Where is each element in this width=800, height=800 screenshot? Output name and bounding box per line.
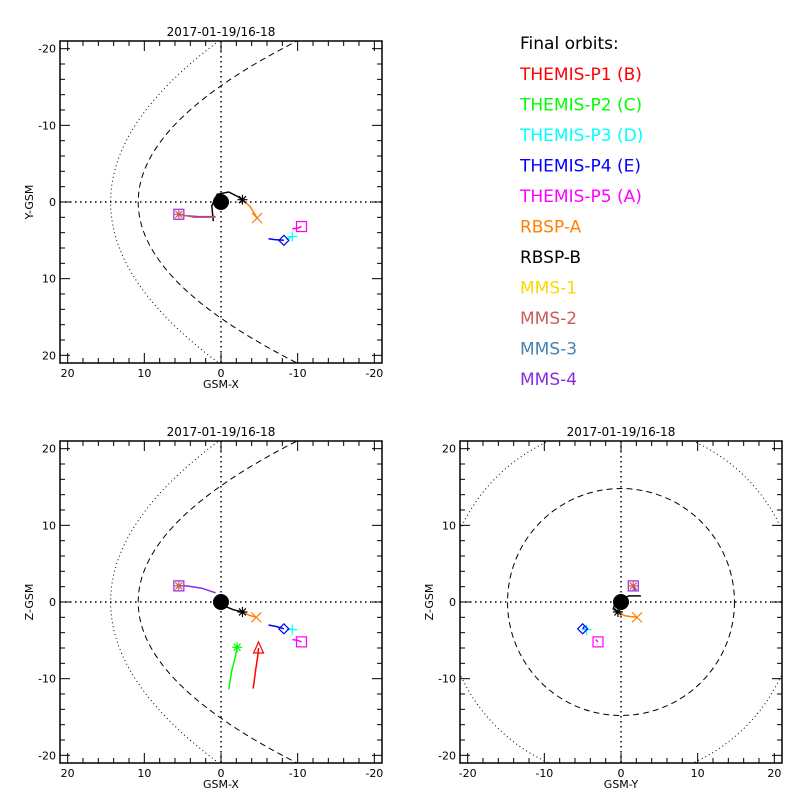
orbit-track-themis-p2-c- <box>227 647 238 690</box>
magnetopause-boundary <box>137 441 299 763</box>
marker-themis-p3-d <box>287 231 298 242</box>
y-tick-label: -10 <box>38 119 56 132</box>
marker-mms-2 <box>628 580 639 591</box>
marker-themis-p2-c <box>232 642 243 653</box>
legend-title: Final orbits: <box>520 34 619 54</box>
x-tick-label: 20 <box>767 767 781 780</box>
panel-xy: 2017-01-19/16-18 GSM-X Y-GSM 20 10 0 -10 -20… <box>23 25 383 391</box>
x-tick-label: -10 <box>289 367 307 380</box>
x-tick-label: -20 <box>459 767 477 780</box>
orbit-track-themis-p5-a- <box>595 639 599 643</box>
x-tick-label: -10 <box>289 767 307 780</box>
y-tick-label: 20 <box>42 443 56 456</box>
legend-item: MMS-4 <box>520 370 577 390</box>
y-axis-label: Z-GSM <box>423 584 436 621</box>
y-tick-label: 0 <box>449 596 456 609</box>
x-tick-label: 10 <box>137 767 151 780</box>
marker-rbsp-a <box>631 611 643 623</box>
marker-themis-p5-a <box>592 636 604 648</box>
legend-item: THEMIS-P2 (C) <box>519 96 642 116</box>
x-tick-label: 10 <box>137 367 151 380</box>
marker-mms-2 <box>173 209 184 220</box>
x-tick-label: 0 <box>218 367 225 380</box>
panel-title: 2017-01-19/16-18 <box>567 425 676 439</box>
y-tick-label: 20 <box>42 349 56 362</box>
legend-item: THEMIS-P1 (B) <box>519 65 642 85</box>
x-tick-label: -10 <box>535 767 553 780</box>
marker-themis-p4-e <box>278 234 290 247</box>
y-tick-label: 10 <box>442 519 456 532</box>
y-tick-label: 10 <box>42 519 56 532</box>
legend-item: MMS-3 <box>520 340 577 360</box>
x-tick-label: 0 <box>218 767 225 780</box>
legend-item: THEMIS-P4 (E) <box>519 157 641 177</box>
y-tick-label: 20 <box>442 443 456 456</box>
orbit-track-rbsp-b <box>211 191 243 222</box>
marker-themis-p5-a <box>295 636 308 648</box>
marker-rbsp-a <box>250 611 262 623</box>
legend-item: MMS-2 <box>520 309 577 329</box>
plot-area <box>60 441 382 763</box>
orbit-track-themis-p4-e- <box>582 626 585 630</box>
orbit-track-themis-p5-a- <box>292 638 302 643</box>
plot-area <box>60 41 382 363</box>
y-tick-label: -20 <box>438 749 456 762</box>
orbit-track-themis-p1-b- <box>252 647 260 689</box>
x-tick-label: 10 <box>691 767 705 780</box>
magnetopause-boundary <box>507 488 735 716</box>
y-tick-label: -10 <box>38 673 56 686</box>
orbit-track-themis-p5-a- <box>292 225 302 230</box>
legend-item: RBSP-A <box>520 218 582 238</box>
panel-title: 2017-01-19/16-18 <box>167 425 276 439</box>
marker-themis-p4-e <box>576 622 589 635</box>
legend-item: THEMIS-P3 (D) <box>519 126 643 146</box>
marker-rbsp-a <box>251 212 263 224</box>
y-axis-label: Z-GSM <box>23 584 36 621</box>
x-axis-label: GSM-X <box>203 378 239 391</box>
orbit-track-rbsp-b <box>212 596 243 613</box>
y-tick-label: -10 <box>438 673 456 686</box>
orbit-track-mms-2 <box>178 213 216 219</box>
x-axis-label: GSM-X <box>203 778 239 791</box>
marker-rbsp-b <box>237 194 248 205</box>
x-tick-label: 20 <box>61 367 75 380</box>
x-tick-label: 20 <box>61 767 75 780</box>
marker-rbsp-b <box>612 606 623 617</box>
orbit-track-themis-p4-e- <box>268 238 284 242</box>
marker-themis-p5-a <box>295 220 308 233</box>
y-axis-label: Y-GSM <box>23 185 36 221</box>
y-tick-label: 0 <box>49 196 56 209</box>
magnetopause-boundary <box>137 41 299 363</box>
y-tick-label: 10 <box>42 273 56 286</box>
y-tick-label: 0 <box>49 596 56 609</box>
x-tick-label: -20 <box>365 767 383 780</box>
x-axis-label: GSM-Y <box>604 778 639 791</box>
orbit-track-rbsp-a <box>241 199 258 219</box>
panel-xz: 2017-01-19/16-18 GSM-X Z-GSM 20 10 0 -10 -20… <box>23 425 383 791</box>
marker-rbsp-b <box>237 606 248 617</box>
marker-themis-p4-e <box>278 622 290 635</box>
y-tick-label: -20 <box>38 749 56 762</box>
panel-yz: 2017-01-19/16-18 GSM-Y Z-GSM -20 -10 0 10 20… <box>423 425 783 791</box>
orbit-track-rbsp-b <box>612 595 641 613</box>
orbit-track-rbsp-a <box>618 611 638 619</box>
legend: Final orbits: THEMIS-P1 (B) THEMIS-P2 (C)… <box>519 34 643 390</box>
x-tick-label: -20 <box>365 367 383 380</box>
legend-item: THEMIS-P5 (A) <box>519 187 642 207</box>
y-tick-label: -20 <box>38 43 56 56</box>
legend-item: RBSP-B <box>520 248 581 268</box>
legend-item: MMS-1 <box>520 279 577 299</box>
x-tick-label: 0 <box>618 767 625 780</box>
marker-themis-p3-d <box>287 624 298 635</box>
orbit-track-themis-p4-e- <box>268 624 285 630</box>
marker-mms-2 <box>173 580 184 591</box>
panel-title: 2017-01-19/16-18 <box>167 25 276 39</box>
plot-area <box>460 441 782 763</box>
marker-themis-p1-b <box>252 640 265 654</box>
earth-marker <box>213 194 229 210</box>
orbit-track-rbsp-a <box>242 611 257 619</box>
